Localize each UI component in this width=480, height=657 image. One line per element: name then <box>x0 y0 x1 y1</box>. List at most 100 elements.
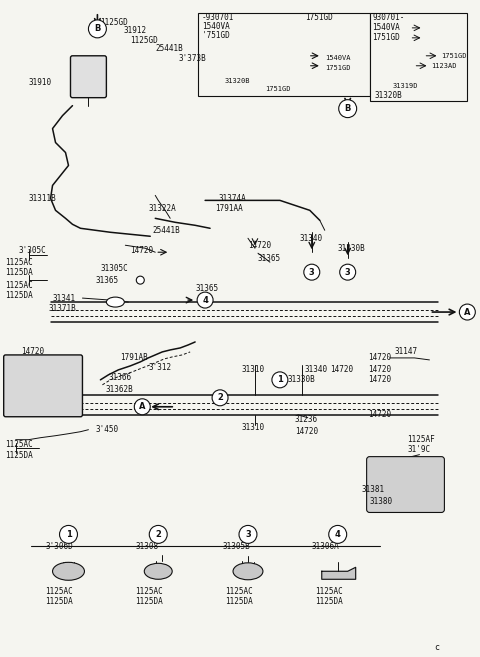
Text: 31311B: 31311B <box>29 194 56 203</box>
Text: 3'305C: 3'305C <box>19 246 47 255</box>
Ellipse shape <box>107 297 124 307</box>
Circle shape <box>304 264 320 280</box>
FancyBboxPatch shape <box>4 355 83 417</box>
Circle shape <box>149 526 167 543</box>
Text: 14720: 14720 <box>368 410 391 419</box>
Circle shape <box>136 276 144 284</box>
Bar <box>370 13 468 101</box>
Text: 1125DA: 1125DA <box>5 290 33 300</box>
Text: 2: 2 <box>156 530 161 539</box>
Text: 31381: 31381 <box>361 485 385 494</box>
Text: 2: 2 <box>217 394 223 402</box>
Ellipse shape <box>52 562 84 580</box>
Text: 4: 4 <box>335 530 341 539</box>
Text: 1: 1 <box>66 530 72 539</box>
Text: 1125DA: 1125DA <box>46 597 73 606</box>
Circle shape <box>197 292 213 308</box>
Ellipse shape <box>233 563 263 579</box>
Text: 3: 3 <box>345 267 350 277</box>
Text: 1791AA: 1791AA <box>215 204 243 213</box>
Bar <box>198 13 370 96</box>
Text: 1125AF: 1125AF <box>408 435 435 444</box>
Text: 14720: 14720 <box>295 427 318 436</box>
Text: -930701: -930701 <box>202 13 235 22</box>
Text: 31'9C: 31'9C <box>408 445 431 454</box>
Text: 3: 3 <box>309 267 315 277</box>
Text: 31322A: 31322A <box>148 204 176 213</box>
Text: 1540VA: 1540VA <box>202 22 230 32</box>
Text: 31910: 31910 <box>29 78 52 87</box>
Text: 25441B: 25441B <box>155 44 183 53</box>
Text: 31365: 31365 <box>258 254 281 263</box>
Text: 31147: 31147 <box>395 348 418 357</box>
Text: 1125AC: 1125AC <box>315 587 343 596</box>
Text: 31362B: 31362B <box>106 385 133 394</box>
Text: 31236: 31236 <box>295 415 318 424</box>
Text: 14720: 14720 <box>368 365 391 374</box>
Text: B: B <box>345 104 351 113</box>
Text: 4: 4 <box>202 296 208 305</box>
Text: 14720: 14720 <box>368 353 391 363</box>
Text: 31366: 31366 <box>108 373 132 382</box>
Text: c: c <box>434 643 439 652</box>
Text: 31365: 31365 <box>96 276 119 284</box>
Text: 31371B: 31371B <box>48 304 76 313</box>
Circle shape <box>339 100 357 118</box>
Circle shape <box>60 526 77 543</box>
Text: 1751GD: 1751GD <box>305 13 333 22</box>
Circle shape <box>272 372 288 388</box>
Text: 1125AC: 1125AC <box>225 587 253 596</box>
Text: 31320B: 31320B <box>225 78 251 83</box>
Text: 14720: 14720 <box>21 348 44 357</box>
Text: A: A <box>139 402 145 411</box>
Text: 1751GD: 1751GD <box>372 34 400 42</box>
Text: 1125AC: 1125AC <box>5 258 33 267</box>
Text: '751GD: '751GD <box>202 32 230 40</box>
Text: 930701-: 930701- <box>372 13 405 22</box>
Text: 1125DA: 1125DA <box>315 597 343 606</box>
Text: 31365: 31365 <box>195 284 218 292</box>
Text: 31319D: 31319D <box>393 83 418 89</box>
Text: 3'450: 3'450 <box>96 425 119 434</box>
Text: 1125AC: 1125AC <box>405 457 432 466</box>
FancyBboxPatch shape <box>71 56 107 98</box>
Circle shape <box>88 20 107 38</box>
Text: 14720: 14720 <box>130 246 154 255</box>
Text: 25441B: 25441B <box>152 226 180 235</box>
Text: 1125DA: 1125DA <box>135 597 163 606</box>
Text: 3'373B: 3'373B <box>178 55 206 63</box>
Text: 1751GD: 1751GD <box>325 65 350 71</box>
Text: 3: 3 <box>245 530 251 539</box>
Text: 31340: 31340 <box>305 365 328 374</box>
Text: 3'306D: 3'306D <box>46 542 73 551</box>
Ellipse shape <box>144 563 172 579</box>
Text: 1540VA: 1540VA <box>372 24 400 32</box>
Text: 31308: 31308 <box>135 542 158 551</box>
Circle shape <box>340 264 356 280</box>
Text: 31306A: 31306A <box>312 542 339 551</box>
Text: 1125DA: 1125DA <box>225 597 253 606</box>
Text: 1'25DA: 1'25DA <box>405 468 432 477</box>
Text: 1125DA: 1125DA <box>5 267 33 277</box>
Text: 1125GD: 1125GD <box>130 36 158 45</box>
Text: 3'312: 3'312 <box>148 363 171 373</box>
Text: 14720: 14720 <box>248 240 271 250</box>
Text: 31330B: 31330B <box>338 244 365 253</box>
Text: 31340: 31340 <box>300 234 323 243</box>
Text: 1125AC: 1125AC <box>135 587 163 596</box>
Text: 1123AD: 1123AD <box>432 63 457 69</box>
Text: 14720: 14720 <box>368 375 391 384</box>
Text: 1791AB: 1791AB <box>120 353 148 363</box>
Text: 31380: 31380 <box>370 497 393 506</box>
Text: 1125DA: 1125DA <box>5 451 33 460</box>
Text: 14720: 14720 <box>23 385 46 394</box>
Text: 31310: 31310 <box>242 423 265 432</box>
Text: 1540VA: 1540VA <box>325 55 350 61</box>
Circle shape <box>134 399 150 415</box>
Text: 1125AC: 1125AC <box>5 281 33 290</box>
Text: 1125AC: 1125AC <box>46 587 73 596</box>
Text: 31305B: 31305B <box>222 542 250 551</box>
Text: 31341: 31341 <box>52 294 76 303</box>
Text: 1751GD: 1751GD <box>265 85 290 92</box>
Text: 31330B: 31330B <box>288 375 316 384</box>
